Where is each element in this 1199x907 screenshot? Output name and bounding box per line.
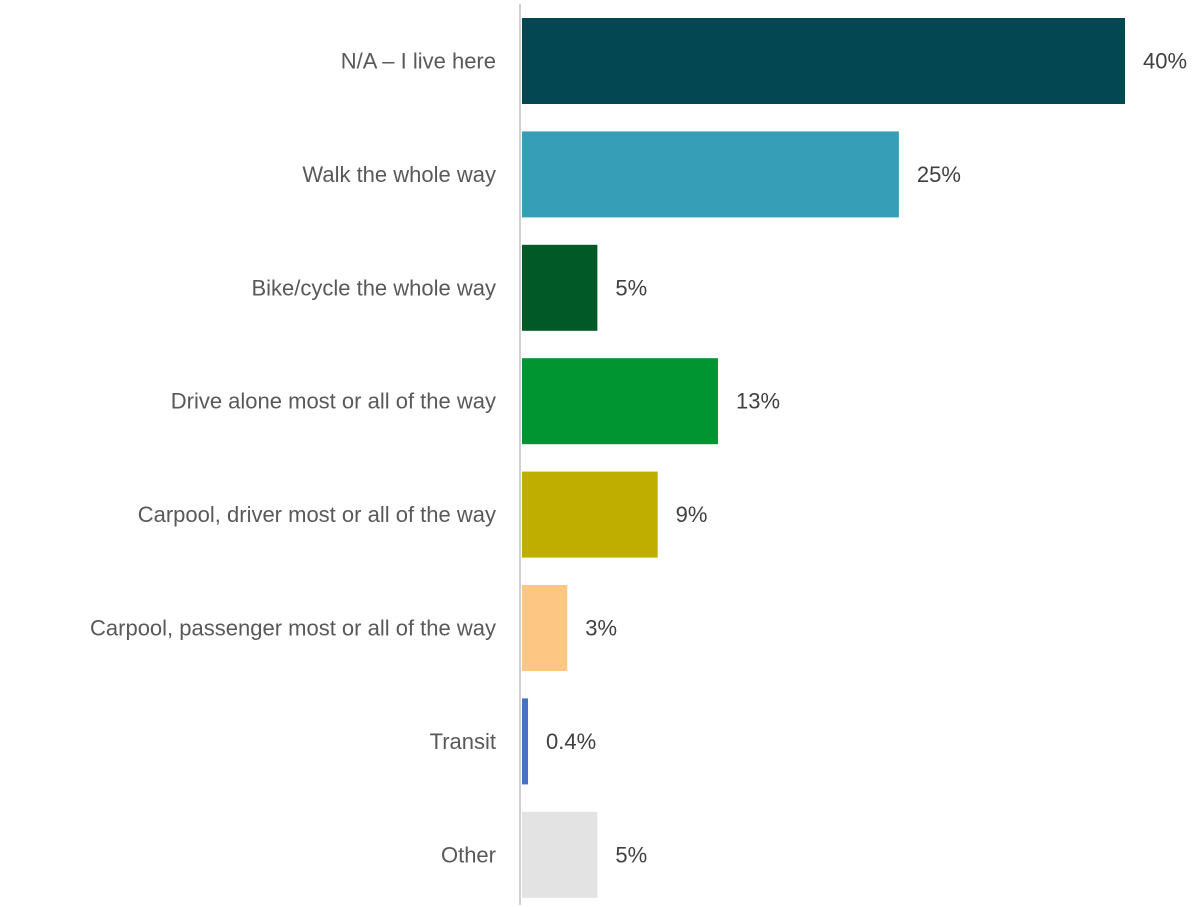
labels-group: N/A – I live here 40% Walk the whole way 25… — [90, 49, 1187, 868]
bar-n-a-i-live-here — [522, 18, 1125, 104]
category-label-transit: Transit — [430, 729, 496, 754]
category-label-carpool-passenger-most-or-all-of-the-way: Carpool, passenger most or all of the wa… — [90, 616, 496, 641]
bars-group — [522, 18, 1125, 898]
category-label-n-a-i-live-here: N/A – I live here — [341, 49, 496, 74]
value-label-n-a-i-live-here: 40% — [1143, 49, 1187, 74]
value-label-transit: 0.4% — [546, 729, 596, 754]
bar-carpool-driver-most-or-all-of-the-way — [522, 471, 658, 558]
value-label-carpool-passenger-most-or-all-of-the-way: 3% — [585, 616, 617, 641]
value-label-drive-alone-most-or-all-of-the-way: 13% — [736, 389, 780, 414]
bar-transit — [522, 698, 529, 785]
value-label-walk-the-whole-way: 25% — [917, 162, 961, 187]
bar-carpool-passenger-most-or-all-of-the-way — [522, 585, 568, 671]
category-label-drive-alone-most-or-all-of-the-way: Drive alone most or all of the way — [171, 389, 496, 414]
bar-drive-alone-most-or-all-of-the-way — [522, 358, 718, 445]
value-label-carpool-driver-most-or-all-of-the-way: 9% — [676, 502, 708, 527]
bar-bike-cycle-the-whole-way — [522, 244, 598, 331]
value-label-bike-cycle-the-whole-way: 5% — [615, 275, 647, 300]
category-label-walk-the-whole-way: Walk the whole way — [302, 162, 496, 187]
category-label-carpool-driver-most-or-all-of-the-way: Carpool, driver most or all of the way — [138, 502, 496, 527]
bar-other — [522, 811, 598, 898]
bar-walk-the-whole-way — [522, 131, 899, 218]
value-label-other: 5% — [615, 842, 647, 867]
category-label-bike-cycle-the-whole-way: Bike/cycle the whole way — [251, 275, 496, 300]
category-label-other: Other — [441, 842, 496, 867]
